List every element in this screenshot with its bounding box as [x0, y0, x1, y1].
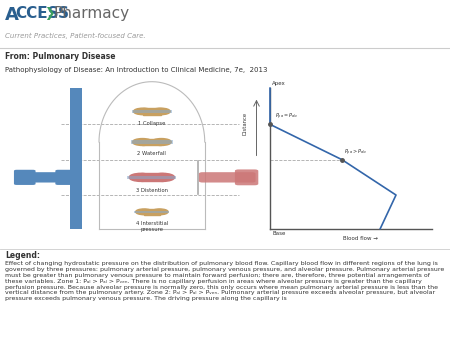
Bar — [127, 175, 176, 179]
Text: ❯: ❯ — [44, 7, 54, 20]
Text: $P_{pa}=P_{alv}$: $P_{pa}=P_{alv}$ — [275, 112, 299, 122]
Text: Blood flow →: Blood flow → — [342, 236, 378, 241]
Ellipse shape — [151, 108, 170, 115]
Text: Apex: Apex — [272, 81, 286, 87]
Bar — [142, 139, 162, 145]
Text: Effect of changing hydrostatic pressure on the distribution of pulmonary blood f: Effect of changing hydrostatic pressure … — [5, 261, 445, 301]
Bar — [144, 209, 160, 215]
Text: Distance: Distance — [243, 112, 248, 135]
Ellipse shape — [151, 139, 171, 145]
Text: A: A — [5, 6, 19, 24]
FancyBboxPatch shape — [235, 169, 258, 185]
Text: Current Practices, Patient-focused Care.: Current Practices, Patient-focused Care. — [5, 33, 146, 39]
Text: Legend:: Legend: — [5, 251, 40, 260]
Ellipse shape — [152, 209, 168, 215]
FancyBboxPatch shape — [199, 172, 256, 183]
Bar — [131, 141, 173, 144]
Bar — [141, 173, 163, 182]
Ellipse shape — [151, 173, 175, 182]
Text: 1 Collapse: 1 Collapse — [138, 121, 166, 126]
Ellipse shape — [135, 209, 152, 215]
Text: Pharmacy: Pharmacy — [53, 6, 129, 21]
FancyBboxPatch shape — [14, 170, 36, 185]
Text: Base: Base — [272, 231, 286, 236]
Text: CCESS: CCESS — [15, 6, 69, 21]
Text: 4 Interstitial
pressure: 4 Interstitial pressure — [136, 221, 168, 232]
FancyBboxPatch shape — [21, 172, 73, 183]
Ellipse shape — [132, 139, 153, 145]
Text: $P_{pa}>P_{alv}$: $P_{pa}>P_{alv}$ — [344, 148, 368, 158]
Bar — [132, 110, 172, 113]
FancyBboxPatch shape — [55, 170, 77, 185]
Text: Pathophysiology of Disease: An Introduction to Clinical Medicine, 7e,  2013: Pathophysiology of Disease: An Introduct… — [5, 67, 268, 73]
Ellipse shape — [134, 108, 153, 115]
Ellipse shape — [129, 173, 153, 182]
Bar — [143, 108, 161, 115]
Text: From: Pulmonary Disease: From: Pulmonary Disease — [5, 52, 116, 61]
Text: 3 Distention: 3 Distention — [136, 188, 168, 193]
Bar — [70, 88, 82, 228]
Bar — [134, 211, 169, 213]
Text: 2 Waterfall: 2 Waterfall — [137, 151, 166, 155]
